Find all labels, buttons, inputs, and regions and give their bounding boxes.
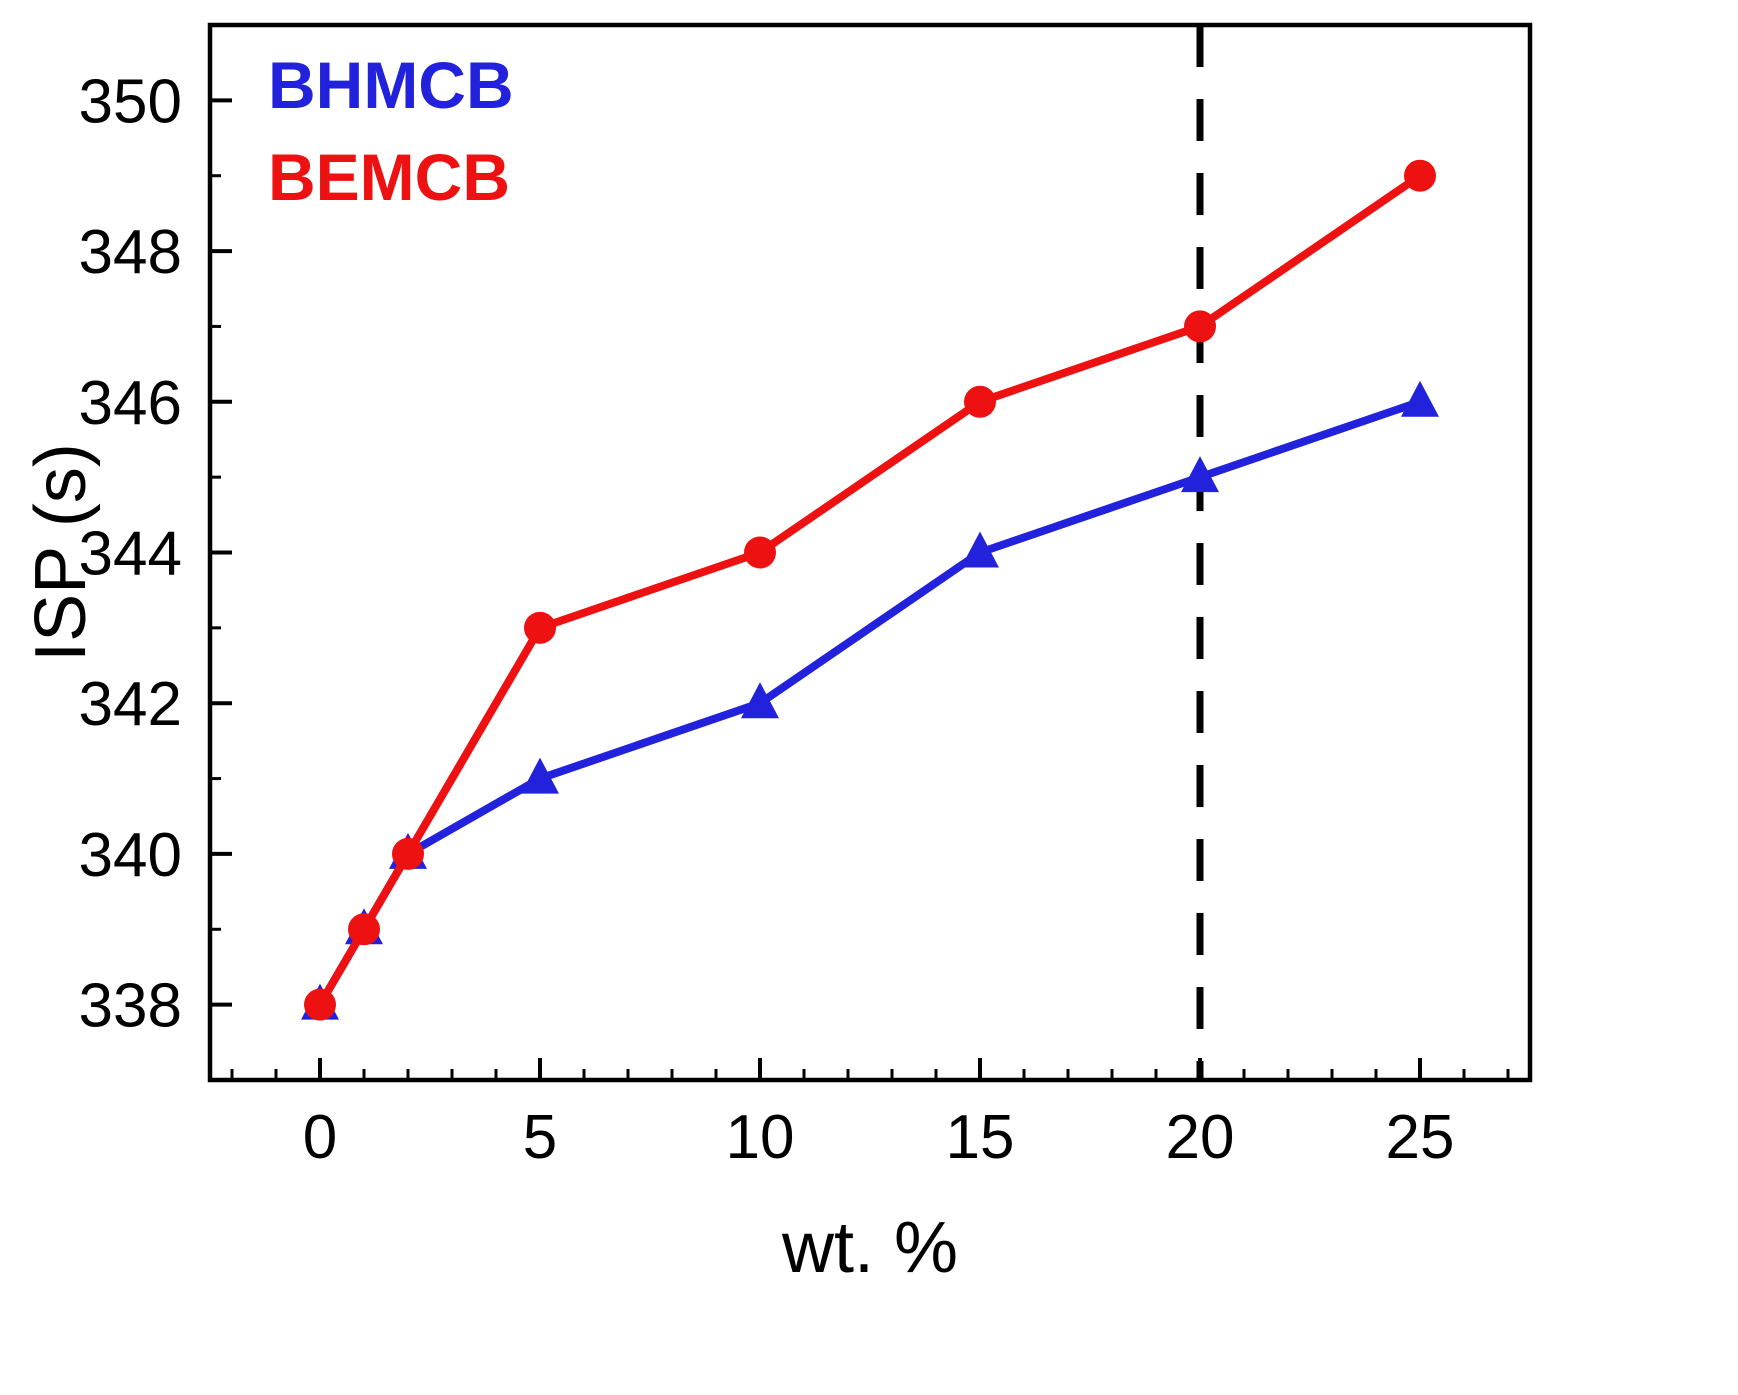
data-point-triangle	[961, 531, 999, 568]
y-tick-label: 350	[79, 67, 182, 136]
x-tick-label: 0	[303, 1103, 337, 1172]
x-tick-label: 10	[726, 1103, 795, 1172]
y-axis-label: ISP (s)	[21, 443, 101, 662]
y-tick-label: 340	[79, 821, 182, 890]
series-line	[316, 171, 1424, 1009]
data-point-triangle	[741, 682, 779, 719]
legend: BHMCB BEMCB	[268, 48, 514, 214]
x-axis-label: wt. %	[781, 1208, 958, 1288]
data-point-circle	[964, 385, 996, 418]
legend-entry-bhmcb: BHMCB	[268, 48, 514, 122]
data-point-triangle	[1401, 380, 1439, 417]
x-tick-label: 15	[946, 1103, 1015, 1172]
x-tick-label: 25	[1386, 1103, 1455, 1172]
data-point-circle	[392, 837, 424, 870]
data-point-circle	[744, 536, 776, 569]
data-point-circle	[524, 611, 556, 644]
x-tick-label: 20	[1166, 1103, 1235, 1172]
y-tick-label: 342	[79, 670, 182, 739]
axis-ticks: 0 5 10 15 20 25 338 340 342 344 346 348 350	[79, 67, 1510, 1172]
x-tick-label: 5	[523, 1103, 557, 1172]
y-tick-label: 338	[79, 972, 182, 1041]
data-point-circle	[1184, 310, 1216, 343]
axis-labels: wt. % ISP (s)	[21, 443, 958, 1288]
y-tick-label: 348	[79, 218, 182, 287]
data-point-circle	[304, 988, 336, 1021]
data-point-circle	[348, 913, 380, 946]
series-line	[316, 397, 1424, 1009]
data-point-triangle	[1181, 456, 1219, 493]
data-point-circle	[1404, 159, 1436, 192]
data-point-triangle	[521, 757, 559, 794]
series-bemcb	[304, 159, 1436, 1021]
y-tick-label: 346	[79, 369, 182, 438]
legend-entry-bemcb: BEMCB	[268, 140, 510, 214]
y-tick-label: 344	[79, 520, 182, 589]
